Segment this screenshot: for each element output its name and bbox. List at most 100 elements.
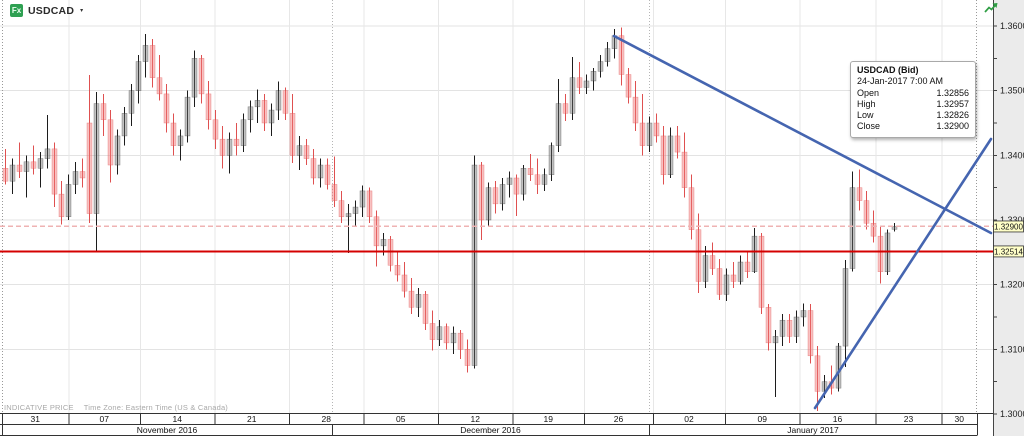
candle-up[interactable]	[569, 57, 576, 120]
candle-up[interactable]	[359, 185, 366, 217]
candle-down[interactable]	[660, 126, 667, 185]
candle-down[interactable]	[212, 110, 219, 149]
candle-up[interactable]	[555, 79, 562, 153]
candle-down[interactable]	[324, 158, 331, 190]
candle-down[interactable]	[513, 174, 520, 217]
candle-up[interactable]	[702, 245, 709, 288]
candle-down[interactable]	[394, 252, 401, 282]
candle-down[interactable]	[163, 84, 170, 133]
candle-up[interactable]	[23, 155, 30, 198]
candle-down[interactable]	[408, 278, 415, 314]
candle-up[interactable]	[506, 171, 513, 198]
candle-down[interactable]	[653, 113, 660, 143]
candle-up[interactable]	[548, 142, 555, 182]
candle-up[interactable]	[317, 158, 324, 188]
candle-up[interactable]	[597, 55, 604, 78]
candle-up[interactable]	[450, 326, 457, 354]
candle-down[interactable]	[422, 291, 429, 330]
candle-up[interactable]	[415, 287, 422, 317]
candle-down[interactable]	[744, 252, 751, 279]
candle-down[interactable]	[303, 139, 310, 166]
candle-down[interactable]	[310, 148, 317, 185]
candle-up[interactable]	[471, 155, 478, 369]
candle-up[interactable]	[254, 89, 261, 123]
candle-up[interactable]	[751, 227, 758, 274]
candle-up[interactable]	[142, 33, 149, 78]
candle-up[interactable]	[135, 55, 142, 104]
candle-down[interactable]	[79, 158, 86, 188]
candle-down[interactable]	[30, 145, 37, 175]
candle-down[interactable]	[856, 169, 863, 211]
candle-up[interactable]	[247, 100, 254, 133]
candle-down[interactable]	[86, 75, 93, 224]
candle-up[interactable]	[891, 222, 898, 232]
candle-down[interactable]	[709, 242, 716, 275]
candle-down[interactable]	[576, 62, 583, 94]
candle-up[interactable]	[177, 129, 184, 161]
candle-down[interactable]	[625, 68, 632, 104]
candle-up[interactable]	[499, 177, 506, 211]
candle-down[interactable]	[100, 93, 107, 136]
candle-up[interactable]	[604, 42, 611, 67]
candle-down[interactable]	[674, 126, 681, 159]
candle-down[interactable]	[464, 339, 471, 373]
candle-down[interactable]	[16, 142, 23, 178]
candle-down[interactable]	[338, 190, 345, 224]
candle-up[interactable]	[240, 113, 247, 153]
candle-down[interactable]	[716, 258, 723, 301]
candle-up[interactable]	[121, 106, 128, 146]
candle-down[interactable]	[814, 346, 821, 411]
candle-down[interactable]	[205, 80, 212, 130]
candle-down[interactable]	[534, 158, 541, 195]
candle-down[interactable]	[289, 93, 296, 164]
candle-down[interactable]	[443, 323, 450, 350]
candle-up[interactable]	[184, 90, 191, 143]
candle-up[interactable]	[9, 158, 16, 195]
candle-down[interactable]	[492, 181, 499, 214]
candle-down[interactable]	[457, 329, 464, 360]
candle-up[interactable]	[590, 68, 597, 91]
candle-up[interactable]	[191, 50, 198, 107]
candle-down[interactable]	[366, 187, 373, 224]
candle-up[interactable]	[800, 303, 807, 327]
candle-up[interactable]	[793, 310, 800, 343]
candle-up[interactable]	[128, 84, 135, 127]
candle-up[interactable]	[65, 174, 72, 220]
candle-down[interactable]	[373, 210, 380, 267]
candle-down[interactable]	[863, 190, 870, 230]
candle-up[interactable]	[226, 132, 233, 174]
candle-up[interactable]	[72, 161, 79, 195]
candle-up[interactable]	[779, 313, 786, 347]
candle-down[interactable]	[758, 232, 765, 314]
ascending-trendline[interactable]	[813, 137, 993, 410]
descending-trendline[interactable]	[612, 34, 993, 235]
trend-arrow-icon[interactable]	[984, 3, 998, 13]
candle-up[interactable]	[268, 103, 275, 136]
candle-up[interactable]	[667, 127, 674, 178]
candle-down[interactable]	[219, 126, 226, 169]
candle-up[interactable]	[849, 171, 856, 272]
candle-down[interactable]	[107, 110, 114, 183]
candle-up[interactable]	[93, 91, 100, 251]
candle-down[interactable]	[632, 80, 639, 131]
candle-down[interactable]	[170, 113, 177, 156]
candle-down[interactable]	[198, 55, 205, 104]
candle-down[interactable]	[807, 304, 814, 364]
candle-down[interactable]	[681, 132, 688, 198]
candle-down[interactable]	[639, 93, 646, 156]
candle-down[interactable]	[51, 142, 58, 208]
symbol-selector[interactable]: Fx USDCAD ▾	[10, 4, 83, 17]
candle-down[interactable]	[688, 174, 695, 240]
candle-up[interactable]	[520, 165, 527, 201]
candle-up[interactable]	[583, 74, 590, 94]
candle-down[interactable]	[331, 156, 338, 208]
candle-up[interactable]	[646, 116, 653, 153]
candle-up[interactable]	[296, 135, 303, 171]
candle-down[interactable]	[562, 93, 569, 122]
candle-up[interactable]	[436, 320, 443, 347]
candle-up[interactable]	[275, 81, 282, 120]
candle-down[interactable]	[261, 93, 268, 131]
candle-up[interactable]	[352, 200, 359, 227]
candle-down[interactable]	[877, 226, 884, 284]
candle-down[interactable]	[156, 55, 163, 101]
